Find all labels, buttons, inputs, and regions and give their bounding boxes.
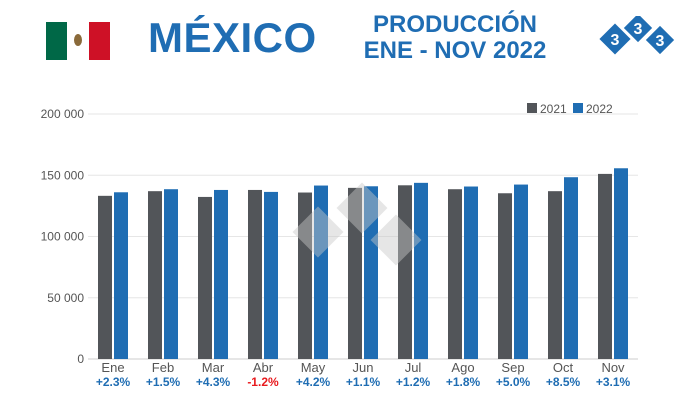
bar-2021-Oct	[548, 191, 562, 359]
legend-swatch-2021	[527, 103, 537, 113]
bar-2021-Feb	[148, 191, 162, 359]
change-label: +4.2%	[296, 375, 331, 389]
x-tick-label: Sep	[501, 360, 524, 375]
bar-2022-Ene	[114, 192, 128, 359]
change-label: +8.5%	[546, 375, 581, 389]
bar-2022-Feb	[164, 189, 178, 359]
page-title: MÉXICO	[148, 14, 317, 61]
x-tick-label: Abr	[253, 360, 274, 375]
bar-2021-Ene	[98, 195, 112, 359]
x-tick-label: Mar	[202, 360, 225, 375]
x-tick-label: Ene	[101, 360, 124, 375]
bar-2021-Nov	[598, 173, 612, 359]
page-subtitle: PRODUCCIÓN ENE - NOV 2022	[340, 12, 570, 64]
brand-logo-icon: 333	[599, 16, 675, 55]
change-label: +5.0%	[496, 375, 531, 389]
flag-white	[67, 22, 89, 60]
bar-2021-Sep	[498, 193, 512, 359]
bar-2022-Jul	[414, 182, 428, 359]
change-label: +3.1%	[596, 375, 631, 389]
y-tick-label: 200 000	[41, 107, 85, 121]
change-label: +2.3%	[96, 375, 131, 389]
change-label: +1.5%	[146, 375, 181, 389]
x-tick-label: Jul	[405, 360, 422, 375]
flag-red	[88, 22, 110, 60]
x-tick-label: Feb	[152, 360, 174, 375]
bar-2022-Abr	[264, 191, 278, 359]
subtitle-line1: PRODUCCIÓN	[372, 11, 537, 38]
change-label: +1.8%	[446, 375, 481, 389]
svg-text:3: 3	[656, 33, 665, 50]
change-label: -1.2%	[247, 375, 279, 389]
mexico-flag-icon	[46, 22, 110, 60]
bar-2022-Oct	[564, 177, 578, 359]
flag-green	[46, 22, 68, 60]
bar-2021-Ago	[448, 189, 462, 359]
bar-2022-Sep	[514, 184, 528, 359]
legend-label: 2021	[540, 102, 567, 116]
svg-text:3: 3	[634, 21, 643, 38]
bar-2022-May	[314, 185, 328, 359]
bar-2021-Jul	[398, 185, 412, 359]
legend-label: 2022	[586, 102, 613, 116]
subtitle-line2: ENE - NOV 2022	[363, 37, 547, 64]
svg-text:3: 3	[611, 32, 620, 49]
x-tick-label: Oct	[553, 360, 574, 375]
x-tick-label: Jun	[353, 360, 374, 375]
y-tick-label: 150 000	[41, 168, 85, 182]
bar-2021-May	[298, 192, 312, 359]
y-tick-label: 0	[77, 352, 84, 366]
x-tick-label: May	[301, 360, 326, 375]
bar-2021-Jun	[348, 187, 362, 359]
change-label: +4.3%	[196, 375, 231, 389]
bar-2022-Mar	[214, 189, 228, 359]
bar-2021-Mar	[198, 196, 212, 359]
y-tick-label: 50 000	[47, 291, 84, 305]
legend-swatch-2022	[573, 103, 583, 113]
bar-2022-Nov	[614, 168, 628, 359]
x-tick-label: Ago	[451, 360, 474, 375]
bar-2022-Jun	[364, 186, 378, 359]
bar-2022-Ago	[464, 186, 478, 359]
change-label: +1.2%	[396, 375, 431, 389]
change-label: +1.1%	[346, 375, 381, 389]
x-tick-label: Nov	[601, 360, 625, 375]
y-tick-label: 100 000	[41, 230, 85, 244]
bar-2021-Abr	[248, 189, 262, 359]
